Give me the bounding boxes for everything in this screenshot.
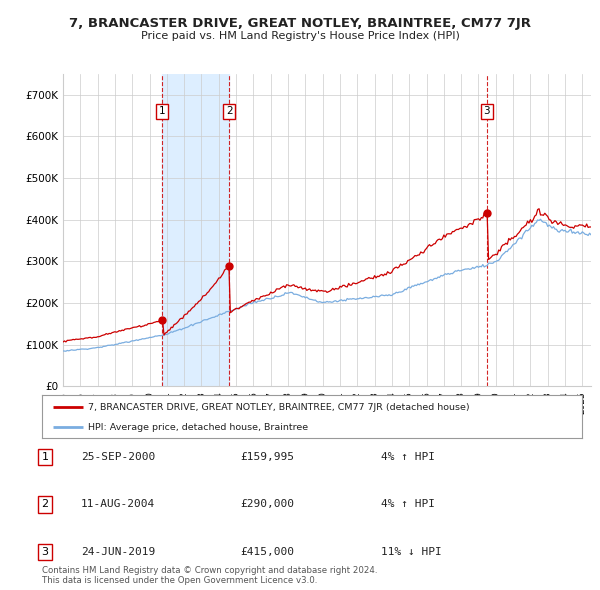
Text: £159,995: £159,995 [240,453,294,462]
Text: 1: 1 [159,106,166,116]
Bar [162,74,229,386]
Text: 2: 2 [226,106,233,116]
Text: HPI: Average price, detached house, Braintree: HPI: Average price, detached house, Brai… [88,422,308,432]
Text: £415,000: £415,000 [240,547,294,556]
Text: Price paid vs. HM Land Registry's House Price Index (HPI): Price paid vs. HM Land Registry's House … [140,31,460,41]
Text: Contains HM Land Registry data © Crown copyright and database right 2024.
This d: Contains HM Land Registry data © Crown c… [42,566,377,585]
Text: 7, BRANCASTER DRIVE, GREAT NOTLEY, BRAINTREE, CM77 7JR: 7, BRANCASTER DRIVE, GREAT NOTLEY, BRAIN… [69,17,531,30]
Text: £290,000: £290,000 [240,500,294,509]
Text: 11% ↓ HPI: 11% ↓ HPI [381,547,442,556]
Text: 4% ↑ HPI: 4% ↑ HPI [381,453,435,462]
Text: 25-SEP-2000: 25-SEP-2000 [81,453,155,462]
Text: 1: 1 [41,453,49,462]
Text: 7, BRANCASTER DRIVE, GREAT NOTLEY, BRAINTREE, CM77 7JR (detached house): 7, BRANCASTER DRIVE, GREAT NOTLEY, BRAIN… [88,403,470,412]
Text: 4% ↑ HPI: 4% ↑ HPI [381,500,435,509]
Text: 3: 3 [484,106,490,116]
Text: 3: 3 [41,547,49,556]
Text: 2: 2 [41,500,49,509]
Text: 11-AUG-2004: 11-AUG-2004 [81,500,155,509]
Text: 24-JUN-2019: 24-JUN-2019 [81,547,155,556]
